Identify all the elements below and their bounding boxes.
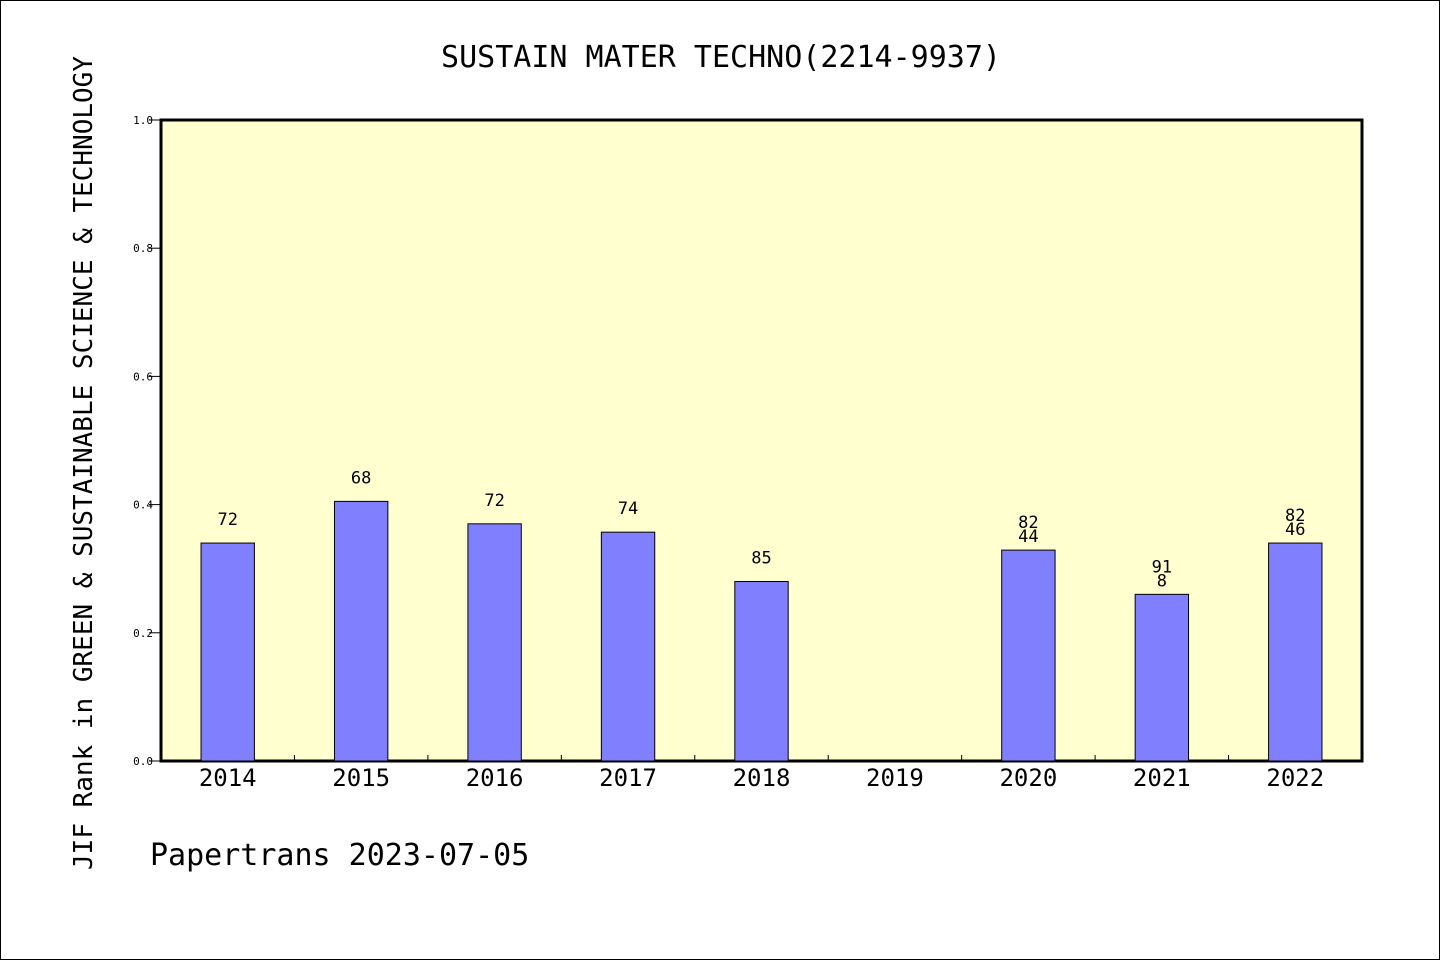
bar-label-2022-0: 82 — [1285, 506, 1305, 526]
bar-2017 — [600, 531, 656, 762]
y-tick-label-1: 0.2 — [133, 627, 153, 640]
x-tick-label-2016: 2016 — [466, 764, 524, 792]
y-tick-label-3: 0.6 — [133, 370, 153, 383]
bar-2021 — [1134, 593, 1190, 762]
x-tick-label-2020: 2020 — [999, 764, 1057, 792]
bar-2014 — [200, 542, 255, 762]
bar-2020 — [1001, 549, 1056, 762]
bar-label-2021-0: 91 — [1152, 557, 1172, 577]
x-tick-label-2017: 2017 — [599, 764, 657, 792]
bar-label-2022-1: 46 — [1285, 520, 1305, 540]
x-tick-label-2021: 2021 — [1133, 764, 1191, 792]
bar-2018 — [734, 581, 789, 762]
bar-2022 — [1268, 542, 1323, 762]
bar-label-2017-0: 74 — [618, 499, 638, 519]
y-axis-label: JIF Rank in GREEN & SUSTAINABLE SCIENCE … — [69, 56, 99, 870]
x-tick-label-2015: 2015 — [332, 764, 390, 792]
x-tick-label-2014: 2014 — [199, 764, 257, 792]
bar-label-2020-0: 82 — [1018, 513, 1038, 533]
x-tick-label-2019: 2019 — [866, 764, 924, 792]
bar-label-2014-0: 72 — [217, 510, 237, 530]
y-ticks-group: 0.0 0.2 0.4 0.6 0.8 1.0 — [133, 114, 161, 768]
x-ticks-group: 2014 2015 2016 2017 2018 2019 2020 2021 2022 — [199, 755, 1324, 792]
bars-group — [200, 500, 1323, 762]
bar-label-2020-1: 44 — [1018, 527, 1038, 547]
bar-2016 — [467, 523, 522, 762]
bar-label-2021-1: 8 — [1157, 571, 1167, 591]
bar-2015 — [333, 500, 389, 762]
footer-text: Papertrans 2023-07-05 — [150, 838, 529, 873]
bar-label-2018-0: 85 — [751, 549, 771, 569]
x-tick-label-2018: 2018 — [733, 764, 791, 792]
y-tick-label-2: 0.4 — [133, 499, 153, 512]
y-tick-label-4: 0.8 — [133, 242, 153, 255]
bar-label-2015-0: 68 — [351, 468, 371, 488]
chart-title: SUSTAIN MATER TECHNO(2214-9937) — [441, 40, 1001, 75]
y-tick-label-0: 0.0 — [133, 755, 153, 768]
y-tick-label-5: 1.0 — [133, 114, 153, 127]
x-tick-label-2022: 2022 — [1266, 764, 1324, 792]
bar-label-2016-0: 72 — [484, 491, 504, 511]
